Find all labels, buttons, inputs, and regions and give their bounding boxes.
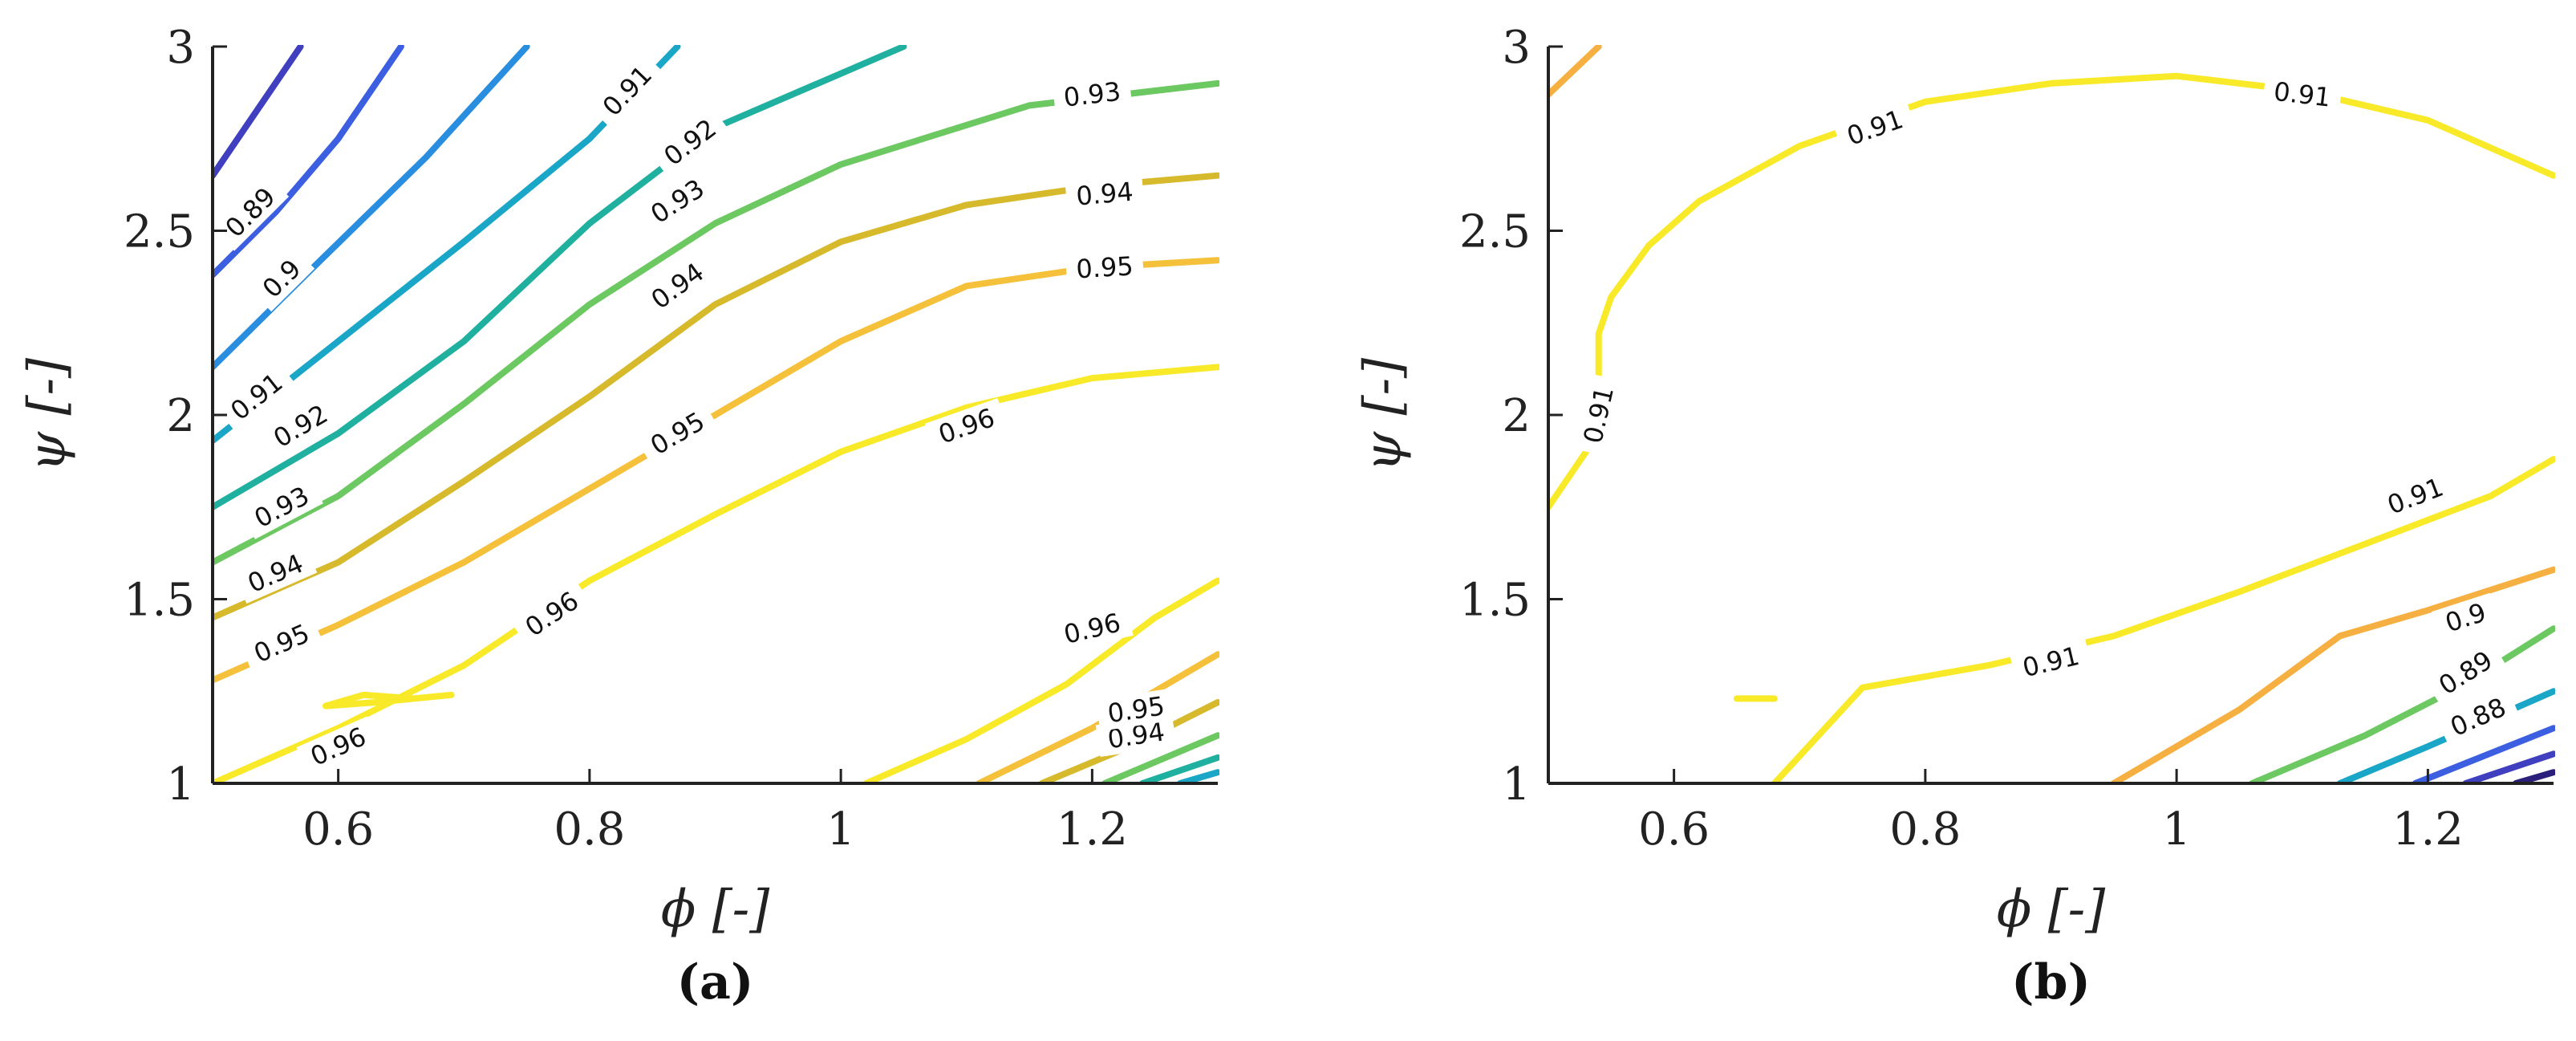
- contour-label-0-95: 0.95: [1095, 688, 1177, 731]
- contour-line-0-96: [862, 577, 1219, 783]
- x-tick-label: 1.2: [1057, 803, 1128, 856]
- contour-panel-b: 0.910.910.910.910.910.90.890.88 0.6 0.8 1 1…: [1353, 22, 2555, 1011]
- contour-label-0-92: 0.92: [259, 392, 343, 460]
- svg-text:0.91: 0.91: [1577, 384, 1620, 446]
- contour-line-0-87: [2412, 725, 2555, 783]
- svg-text:0.93: 0.93: [1062, 76, 1122, 113]
- contour-line-0-89: [213, 45, 404, 279]
- x-ticks-b: 0.6 0.8 1 1.2: [1638, 769, 2464, 856]
- contour-labels-b: 0.910.910.910.910.910.90.890.88: [1574, 74, 2520, 748]
- contour-label-0-91: 0.91: [1833, 100, 1917, 156]
- contour-label-0-91: 0.91: [2010, 637, 2092, 686]
- x-tick-label: 1: [2162, 803, 2191, 856]
- contour-label-0-94: 0.94: [1065, 174, 1145, 213]
- x-ticks-a: 0.6 0.8 1 1.2: [302, 769, 1128, 856]
- y-tick-label: 2: [1502, 390, 1531, 442]
- contour-line-0-86: [2462, 750, 2555, 783]
- contour-panel-a: 0.890.90.910.910.920.920.930.930.930.940…: [18, 22, 1219, 1011]
- contour-label-0-91: 0.91: [589, 51, 666, 130]
- contour-line-0-88: [213, 45, 304, 179]
- contour-line-0-93: [213, 79, 1219, 566]
- svg-text:0.91: 0.91: [2019, 640, 2082, 683]
- svg-text:0.95: 0.95: [249, 618, 314, 669]
- contour-line-0-92: [213, 45, 907, 510]
- contour-line-0-93: [1101, 732, 1219, 783]
- y-tick-label: 1.5: [124, 575, 195, 627]
- contour-line-0-9: [213, 45, 530, 371]
- x-tick-label: 0.6: [302, 803, 374, 856]
- contour-line-0-95: [976, 651, 1219, 783]
- y-tick-label: 1: [1502, 758, 1531, 811]
- y-ticks-b: 1 1.5 2 2.5 3: [1459, 22, 1563, 811]
- svg-text:0.96: 0.96: [1061, 608, 1123, 650]
- svg-text:0.95: 0.95: [1075, 250, 1134, 284]
- contour-label-0-94: 0.94: [233, 543, 318, 604]
- contour-line-0-91: [1177, 769, 1219, 783]
- contour-label-0-95: 0.95: [635, 400, 720, 467]
- x-tick-label: 1: [826, 803, 855, 856]
- panel-label-b: (b): [2011, 954, 2091, 1011]
- x-axis-label-b: ϕ [-]: [1997, 880, 2107, 939]
- contour-line-0-9: [2110, 566, 2555, 783]
- contour-label-0-95: 0.95: [1065, 249, 1145, 287]
- contour-line-0-85: [2513, 769, 2555, 783]
- x-tick-label: 0.6: [1638, 803, 1710, 856]
- contour-label-0-96: 0.96: [510, 579, 593, 649]
- x-axis-label-a: ϕ [-]: [661, 880, 771, 939]
- contour-label-0-91: 0.91: [1574, 373, 1623, 457]
- contour-line-0-92: [1139, 754, 1219, 783]
- contour-line-0-9: [1548, 45, 1602, 98]
- y-tick-label: 3: [1502, 22, 1531, 74]
- panel-label-a: (a): [677, 954, 754, 1011]
- contour-label-0-93: 0.93: [1052, 74, 1133, 116]
- contour-label-0-92: 0.92: [649, 106, 731, 179]
- y-tick-label: 2.5: [1459, 206, 1531, 258]
- contour-line-0-89: [2249, 625, 2555, 783]
- y-ticks-a: 1 1.5 2 2.5 3: [124, 22, 227, 811]
- contour-line-0-91: [1548, 72, 2555, 510]
- svg-text:0.88: 0.88: [2446, 692, 2511, 742]
- y-tick-label: 2: [166, 390, 195, 442]
- contour-label-0-91: 0.91: [2262, 74, 2343, 116]
- y-axis-label-b: ψ [-]: [1353, 357, 1413, 472]
- contour-labels-a: 0.890.90.910.910.920.920.930.930.930.940…: [211, 51, 1177, 777]
- svg-text:0.91: 0.91: [2272, 76, 2332, 113]
- contour-line-0-91: [1771, 456, 2555, 783]
- y-tick-label: 1.5: [1459, 575, 1531, 627]
- contour-line-0-96: [213, 364, 1219, 783]
- contour-line-0-96: [323, 691, 455, 710]
- y-tick-label: 2.5: [124, 206, 195, 258]
- x-tick-label: 1.2: [2392, 803, 2464, 856]
- y-tick-label: 1: [166, 758, 195, 811]
- x-tick-label: 0.8: [554, 803, 625, 856]
- x-tick-label: 0.8: [1889, 803, 1961, 856]
- svg-text:0.94: 0.94: [1075, 177, 1134, 212]
- contour-line-0-95: [213, 257, 1219, 684]
- contour-line-0-94: [213, 172, 1219, 621]
- y-tick-label: 3: [166, 22, 195, 74]
- contour-label-0-95: 0.95: [240, 612, 324, 674]
- y-axis-label-a: ψ [-]: [18, 357, 77, 472]
- contour-lines-a: [213, 45, 1219, 783]
